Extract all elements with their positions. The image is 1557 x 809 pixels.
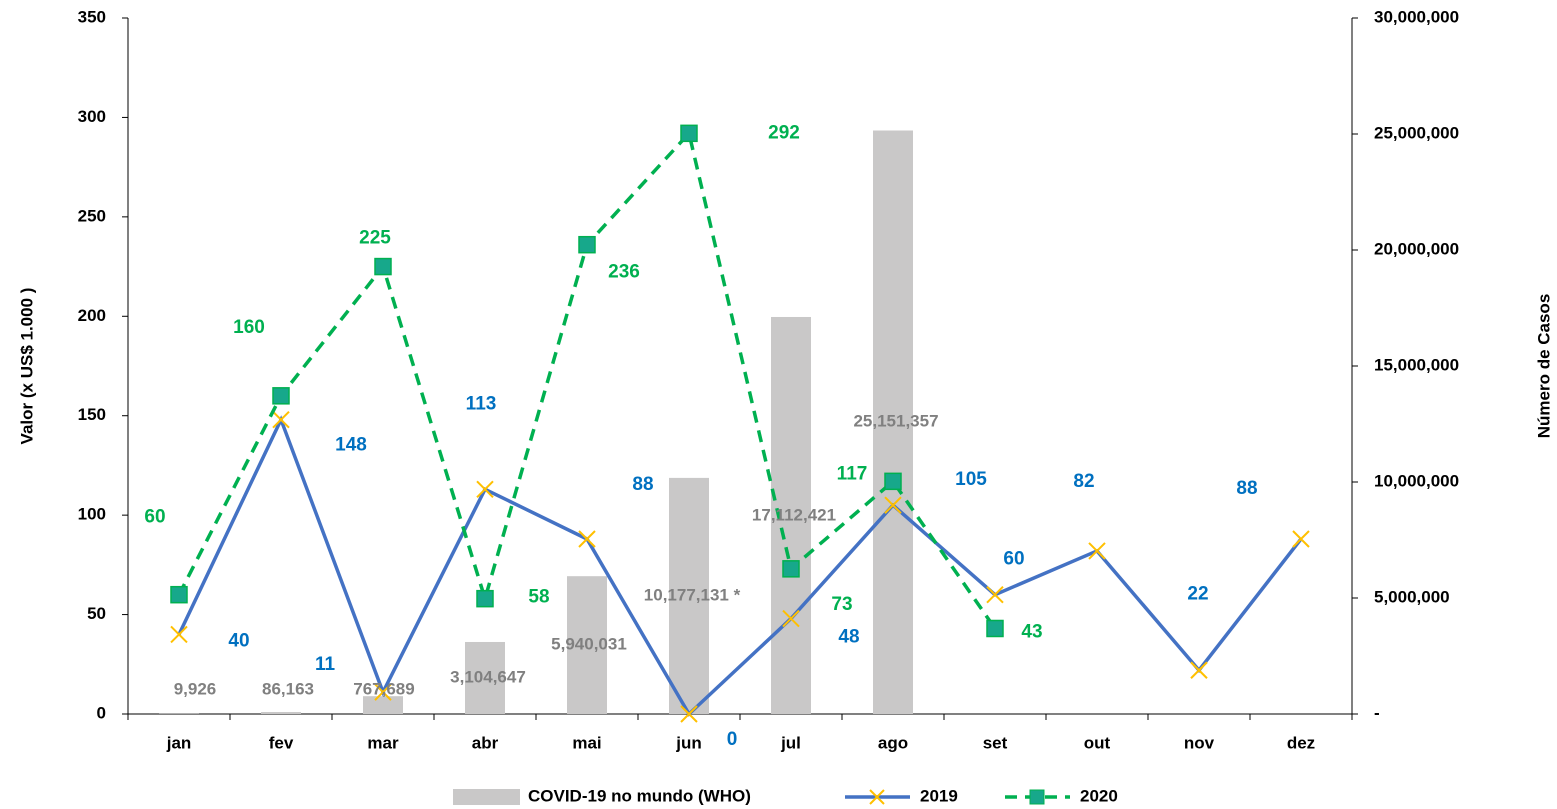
data-label: 82 (1073, 471, 1094, 492)
y2-tick-label: 15,000,000 (1374, 355, 1459, 374)
data-label: 22 (1187, 583, 1208, 604)
bar (873, 130, 913, 714)
marker (578, 235, 596, 254)
marker (1190, 661, 1208, 679)
x-tick-label: set (983, 733, 1008, 752)
marker (680, 124, 698, 143)
data-label: 117 (837, 463, 868, 484)
line-series (177, 129, 997, 630)
marker (476, 589, 494, 608)
data-label: 60 (1003, 549, 1024, 570)
y-tick-label: 200 (78, 306, 106, 325)
data-label: 148 (335, 435, 367, 456)
marker (272, 387, 290, 405)
marker (170, 625, 188, 644)
marker (986, 619, 1004, 638)
y2-tick-label: 20,000,000 (1374, 239, 1459, 258)
legend-marker (869, 789, 885, 805)
x-tick-label: mai (572, 733, 601, 752)
y2-tick-label: 30,000,000 (1374, 7, 1459, 26)
marker (272, 410, 290, 429)
legend-swatch (453, 789, 520, 805)
data-label: 113 (466, 393, 497, 414)
y-axis-label: Valor (x US$ 1.000 ) (17, 288, 36, 445)
data-label: 5,940,031 (551, 634, 627, 653)
data-label: 236 (608, 262, 640, 283)
y-tick-label: 150 (78, 405, 106, 424)
data-label: 86,163 (262, 679, 314, 698)
bar (669, 477, 709, 714)
data-label: 88 (632, 474, 653, 495)
marker (1088, 542, 1106, 560)
data-label: 43 (1021, 622, 1042, 643)
x-tick-label: out (1084, 733, 1111, 752)
bar (465, 641, 505, 714)
marker (1292, 530, 1310, 548)
data-label: 105 (955, 469, 987, 490)
marker (782, 560, 800, 578)
x-tick-label: abr (472, 733, 499, 752)
bar (567, 576, 607, 714)
legend-label: COVID-19 no mundo (WHO) (528, 786, 751, 805)
data-label: 73 (831, 594, 852, 615)
data-label: 58 (528, 587, 549, 608)
x-tick-label: dez (1287, 733, 1315, 752)
bar (261, 712, 301, 714)
data-label: 25,151,357 (853, 411, 938, 430)
y-tick-label: 0 (97, 703, 106, 722)
data-label: 11 (315, 654, 336, 675)
y-tick-label: 350 (78, 7, 106, 26)
marker (680, 705, 698, 723)
marker (986, 585, 1004, 604)
y-tick-label: 100 (78, 505, 106, 524)
line-series (177, 415, 1303, 717)
marker (578, 530, 596, 548)
data-label: 48 (838, 627, 859, 648)
data-label: 17,112,421 (752, 505, 836, 524)
marker (884, 472, 902, 491)
data-label: 0 (727, 729, 738, 750)
y-tick-label: 300 (78, 107, 106, 126)
data-label: 40 (228, 630, 249, 651)
x-tick-label: mar (367, 733, 399, 752)
y-tick-label: 50 (87, 604, 106, 623)
data-label: 292 (768, 122, 800, 143)
y2-tick-label: 25,000,000 (1374, 123, 1459, 142)
y2-axis-label: Número de Casos (1534, 294, 1553, 439)
marker (884, 496, 902, 514)
data-label: 767,689 (353, 679, 414, 698)
marker (170, 585, 188, 604)
legend-label: 2020 (1080, 786, 1118, 805)
data-label: 3,104,647 (450, 667, 526, 686)
marker (476, 480, 494, 498)
y2-tick-label: 10,000,000 (1374, 471, 1459, 490)
data-label: 9,926 (174, 679, 217, 698)
x-tick-label: nov (1184, 733, 1215, 752)
legend-label: 2019 (920, 786, 958, 805)
data-label: 10,177,131 * (644, 585, 741, 604)
y-tick-label: 250 (78, 206, 106, 225)
y2-tick-label: 5,000,000 (1374, 587, 1450, 606)
data-label: 88 (1236, 478, 1257, 499)
legend-marker (1029, 789, 1045, 805)
data-label: 225 (359, 228, 391, 249)
x-tick-label: ago (878, 733, 908, 752)
data-label: 60 (144, 507, 165, 528)
marker (374, 683, 392, 701)
y2-tick-label: - (1374, 703, 1380, 722)
x-tick-label: jul (780, 733, 801, 752)
marker (782, 609, 800, 628)
x-tick-label: jun (675, 733, 702, 752)
x-tick-label: jan (166, 733, 192, 752)
marker (374, 257, 392, 276)
bar (363, 696, 403, 714)
x-tick-label: fev (269, 733, 294, 752)
data-label: 160 (233, 317, 265, 338)
